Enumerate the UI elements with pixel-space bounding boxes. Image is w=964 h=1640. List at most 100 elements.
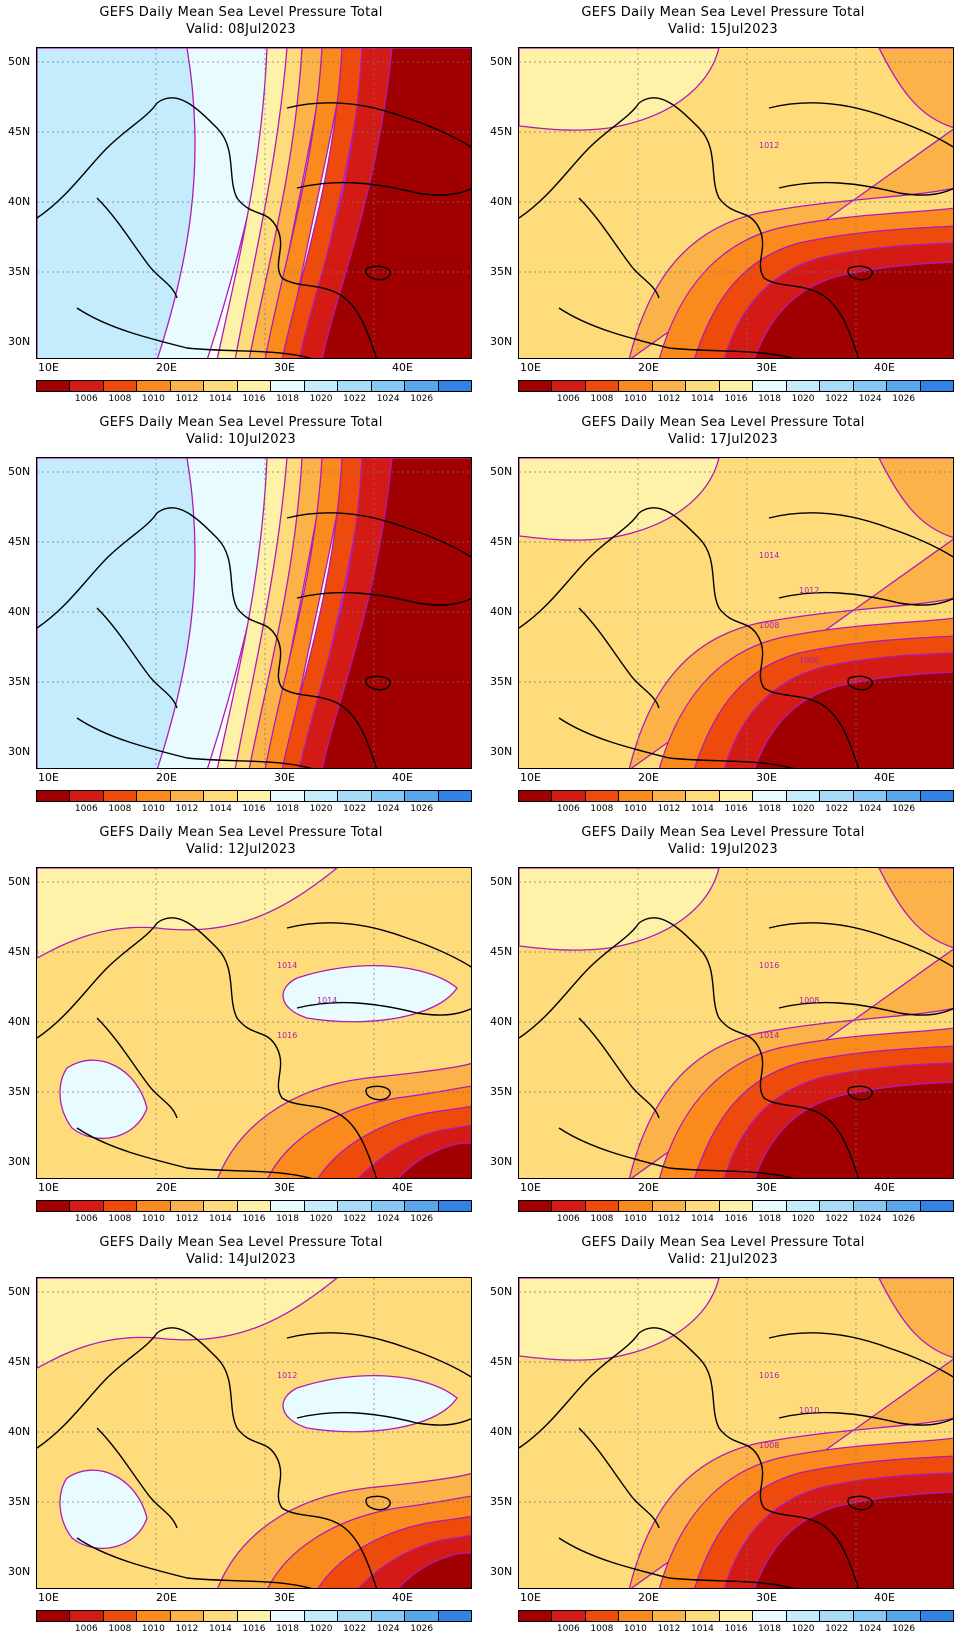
colorbar-label: 1014 [691, 804, 714, 814]
colorbar-swatch [37, 1201, 71, 1211]
map-frame: 1016 1008 1014 [518, 867, 954, 1179]
latitude-label: 30N [8, 1155, 31, 1168]
isobar-contour [321, 48, 471, 358]
isobar-contour [658, 1437, 953, 1588]
isobar-contour [248, 458, 328, 768]
colorbar-label: 1024 [858, 1214, 882, 1224]
coastline [76, 1537, 313, 1588]
colorbar-label: 1010 [141, 1214, 165, 1224]
latitude-label: 50N [490, 55, 513, 68]
isobar-contour [628, 458, 953, 768]
isobar-contour [397, 1552, 471, 1588]
colorbar-label: 1024 [376, 804, 400, 814]
colorbar-label: 1006 [74, 394, 98, 404]
contour-label: 1012 [799, 586, 819, 595]
coastline [519, 507, 860, 768]
colorbar-swatch [519, 381, 553, 391]
colorbar-swatch [786, 381, 821, 391]
pressure-band [754, 262, 953, 358]
coastline [778, 1411, 953, 1426]
colorbar-label: 1026 [892, 394, 916, 404]
coastline [296, 1411, 471, 1426]
isobar-contour [519, 868, 720, 951]
colorbar-label: 1026 [410, 394, 434, 404]
colorbar-label: 1018 [758, 1214, 781, 1224]
latitude-label: 35N [490, 1495, 513, 1508]
colorbar-swatch [686, 381, 720, 391]
colorbar-swatch [786, 1611, 821, 1621]
longitude-label: 30E [274, 1591, 295, 1604]
colorbar-swatch [887, 791, 921, 801]
pressure-band [398, 1143, 471, 1178]
colorbar-label: 1026 [892, 804, 916, 814]
isobar-contour [317, 1515, 471, 1588]
longitude-label: 10E [38, 1181, 59, 1194]
latitude-label: 40N [490, 605, 513, 618]
coastline [558, 1127, 795, 1178]
contour-label: 1008 [759, 1441, 779, 1450]
longitude-label: 30E [274, 1181, 295, 1194]
coastline [558, 1537, 795, 1588]
longitude-label: 30E [274, 361, 295, 374]
coastline [768, 922, 953, 968]
colorbar-label: 1014 [209, 1624, 232, 1634]
latitude-label: 35N [8, 675, 31, 688]
colorbar-swatch [371, 1201, 406, 1211]
isobar-contour [264, 458, 348, 768]
colorbar-label: 1022 [343, 1214, 367, 1224]
colorbar-label: 1018 [758, 394, 781, 404]
colorbar-swatch [853, 1201, 888, 1211]
latitude-label: 40N [490, 1425, 513, 1438]
contour-label: 1012 [759, 141, 779, 150]
colorbar-swatch [686, 791, 720, 801]
colorbar-swatch [753, 1201, 787, 1211]
pressure-band [60, 1060, 147, 1139]
colorbar-swatch [338, 1611, 372, 1621]
colorbar-swatch [920, 1201, 954, 1211]
colorbar-swatch [237, 381, 272, 391]
coastline [578, 197, 660, 299]
isobar-contour [281, 48, 368, 358]
colorbar-swatch [585, 1611, 620, 1621]
isobar-contour [754, 671, 953, 768]
longitude-label: 10E [520, 361, 541, 374]
colorbar-label: 1018 [276, 1624, 299, 1634]
colorbar-label: 1020 [309, 1214, 333, 1224]
panel-valid-date: Valid: 21Jul2023 [668, 1252, 778, 1267]
colorbar-label: 1008 [108, 804, 132, 814]
longitude-label: 40E [874, 1181, 895, 1194]
colorbar-label: 1014 [209, 394, 232, 404]
isobar-contour [282, 1375, 458, 1433]
latitude-label: 50N [490, 465, 513, 478]
colorbar-label: 1016 [242, 394, 266, 404]
colorbar-swatch [70, 791, 104, 801]
colorbar-label: 1014 [209, 1214, 232, 1224]
colorbar-label: 1014 [691, 1624, 714, 1634]
colorbar-swatch [820, 791, 854, 801]
colorbar-swatch [170, 381, 205, 391]
colorbar-swatch [405, 791, 439, 801]
pressure-map [37, 458, 471, 768]
colorbar-label: 1010 [141, 804, 165, 814]
colorbar-swatch [438, 381, 472, 391]
isobar-contour [217, 1062, 471, 1178]
contour-label: 1014 [317, 996, 337, 1005]
latitude-label: 45N [8, 125, 31, 138]
colorbar-swatch [137, 791, 171, 801]
colorbar-swatch [552, 381, 586, 391]
colorbar-swatch [170, 1201, 205, 1211]
latitude-label: 35N [490, 265, 513, 278]
pressure-band [754, 1492, 953, 1588]
colorbar-label: 1006 [556, 1624, 580, 1634]
panel-title: GEFS Daily Mean Sea Level Pressure Total [581, 825, 865, 840]
colorbar-label: 1020 [791, 1624, 815, 1634]
colorbar-swatch [619, 1201, 653, 1211]
panel-title: GEFS Daily Mean Sea Level Pressure Total [581, 415, 865, 430]
pressure-band [157, 48, 277, 358]
pressure-map: 1016 1008 1014 [519, 868, 953, 1178]
latitude-label: 50N [8, 875, 31, 888]
coastline [76, 1127, 313, 1178]
colorbar-label: 1012 [657, 1214, 681, 1224]
contour-label: 1010 [799, 1406, 819, 1415]
latitude-label: 45N [8, 535, 31, 548]
